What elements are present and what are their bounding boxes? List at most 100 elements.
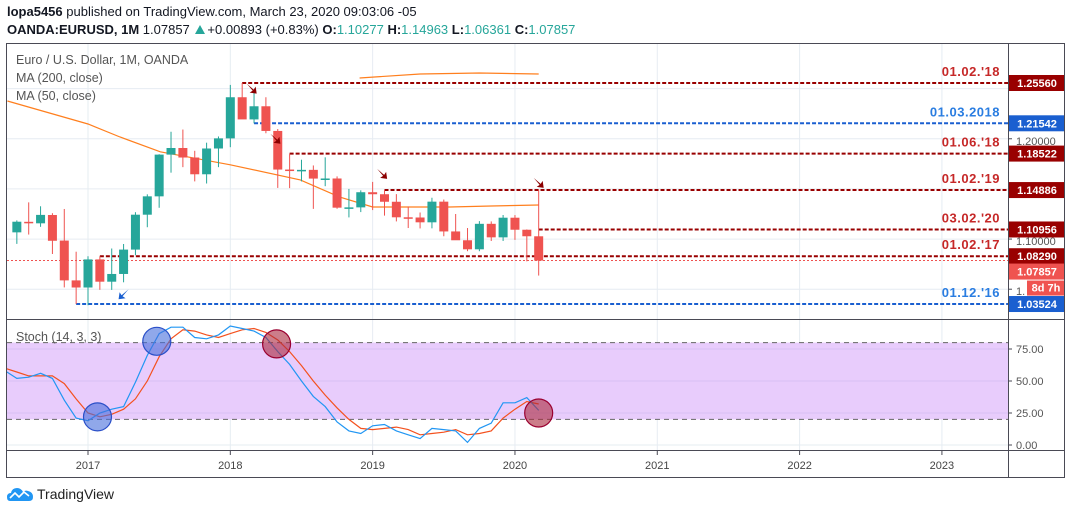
close-value: 1.07857: [528, 22, 576, 37]
change: +0.00893 (+0.83%): [207, 22, 319, 37]
level-date-label: 01.02.'18: [942, 64, 1000, 79]
low-value: 1.06361: [464, 22, 512, 37]
candle-body[interactable]: [344, 207, 354, 209]
time-axis-label: 2019: [360, 460, 384, 472]
price-tag-label: 1.21542: [1017, 118, 1057, 130]
candle-body[interactable]: [190, 157, 200, 175]
candle-body[interactable]: [320, 178, 330, 180]
price-axis-label: 1.20000: [1016, 136, 1056, 148]
legend-stoch[interactable]: Stoch (14, 3, 3): [16, 330, 102, 344]
legend-ma200[interactable]: MA (200, close): [16, 71, 103, 85]
symbol: OANDA:EURUSD, 1M: [7, 22, 140, 37]
stoch-oversold-marker: [142, 326, 172, 356]
candle-body[interactable]: [308, 169, 318, 179]
arrow-down-icon: [246, 83, 257, 94]
price-tag-label: 1.03524: [1017, 299, 1058, 311]
candle-body[interactable]: [249, 106, 259, 120]
candle-body[interactable]: [225, 97, 235, 139]
candle-body[interactable]: [166, 147, 176, 155]
tradingview-cloud-icon: [7, 488, 33, 501]
candle-body[interactable]: [59, 240, 69, 281]
candle-body[interactable]: [154, 154, 164, 197]
candle-body[interactable]: [463, 240, 473, 250]
candle-body[interactable]: [83, 259, 93, 288]
candle-body[interactable]: [237, 97, 247, 120]
candle-body[interactable]: [391, 201, 401, 218]
stoch-overbought-marker: [261, 329, 292, 359]
candle-body[interactable]: [178, 147, 188, 158]
candle-body[interactable]: [439, 201, 449, 232]
candle-body[interactable]: [415, 217, 425, 223]
candle-body[interactable]: [107, 273, 117, 282]
candle-body[interactable]: [142, 196, 152, 215]
candle-body[interactable]: [368, 192, 378, 195]
stoch-oversold-marker: [82, 402, 113, 432]
stoch-overbought-marker: [524, 398, 554, 428]
countdown-tag: [1027, 280, 1065, 296]
candle-body[interactable]: [296, 169, 306, 172]
level-date-label: 01.12.'16: [942, 285, 1000, 300]
price-tag: [1009, 221, 1065, 238]
time-axis-label: 2018: [218, 460, 242, 472]
tradingview-logo[interactable]: TradingView: [7, 486, 114, 502]
price-tag: [1009, 296, 1065, 313]
publish-info: lopa5456 published on TradingView.com, M…: [7, 4, 417, 19]
publish-text: published on TradingView.com, March 23, …: [66, 4, 417, 19]
candle-body[interactable]: [36, 214, 46, 224]
candle-body[interactable]: [403, 217, 413, 219]
level-date-label: 01.06.'18: [942, 135, 1000, 150]
candle-body[interactable]: [47, 214, 57, 241]
price-tag-label: 1.10956: [1017, 224, 1057, 236]
candle-body[interactable]: [534, 236, 544, 261]
level-date-label: 01.02.'19: [942, 171, 1000, 186]
ma200-line: [359, 72, 539, 79]
brand-name: TradingView: [37, 486, 115, 502]
candle-body[interactable]: [24, 221, 34, 224]
author[interactable]: lopa5456: [7, 4, 63, 19]
candle-body[interactable]: [498, 217, 508, 238]
open-value: 1.10277: [336, 22, 384, 37]
candle-body[interactable]: [202, 148, 212, 175]
last-price-tag: [1009, 263, 1065, 280]
level-date-label: 03.02.'20: [942, 210, 1000, 225]
price-tag-label: 1.14886: [1017, 185, 1057, 197]
candle-body[interactable]: [130, 214, 140, 250]
candle-body[interactable]: [451, 231, 461, 241]
candle-body[interactable]: [273, 130, 283, 170]
high-value: 1.14963: [401, 22, 449, 37]
candle-body[interactable]: [356, 192, 366, 208]
candle-body[interactable]: [510, 217, 520, 230]
price-tag-label: 1.18522: [1017, 149, 1057, 161]
price-axis-label: 1.10000: [1016, 236, 1056, 248]
arrow-up-icon: [118, 289, 129, 300]
candle-body[interactable]: [486, 223, 496, 238]
price-tag: [1009, 248, 1065, 265]
candle-body[interactable]: [380, 194, 389, 202]
time-axis-label: 2021: [645, 460, 669, 472]
price-tag: [1009, 115, 1065, 132]
legend-ma50[interactable]: MA (50, close): [16, 89, 96, 103]
arrow-down-icon: [270, 133, 281, 144]
countdown-label: 8d 7h: [1032, 283, 1061, 295]
candle-body[interactable]: [95, 259, 105, 282]
candle-body[interactable]: [522, 229, 532, 237]
candle-body[interactable]: [12, 221, 22, 233]
candle-body[interactable]: [119, 249, 129, 274]
symbol-ohlc: OANDA:EURUSD, 1M 1.07857 +0.00893 (+0.83…: [7, 22, 575, 37]
candle-body[interactable]: [332, 178, 342, 208]
price-tag-label: 1.08290: [1017, 251, 1057, 263]
price-tag: [1009, 75, 1065, 91]
legend-title: Euro / U.S. Dollar, 1M, OANDA: [16, 53, 189, 67]
candle-body[interactable]: [285, 169, 295, 172]
candle-body[interactable]: [474, 223, 484, 250]
level-date-label: 01.02.'17: [942, 237, 1000, 252]
stoch-axis-label: 0.00: [1016, 440, 1037, 452]
candle-body[interactable]: [213, 138, 223, 149]
time-axis-label: 2023: [930, 460, 954, 472]
time-axis-label: 2022: [787, 460, 811, 472]
candle-body[interactable]: [71, 280, 81, 288]
candle-body[interactable]: [261, 106, 271, 131]
last-price: 1.07857: [142, 22, 190, 37]
candle-body[interactable]: [427, 201, 437, 223]
